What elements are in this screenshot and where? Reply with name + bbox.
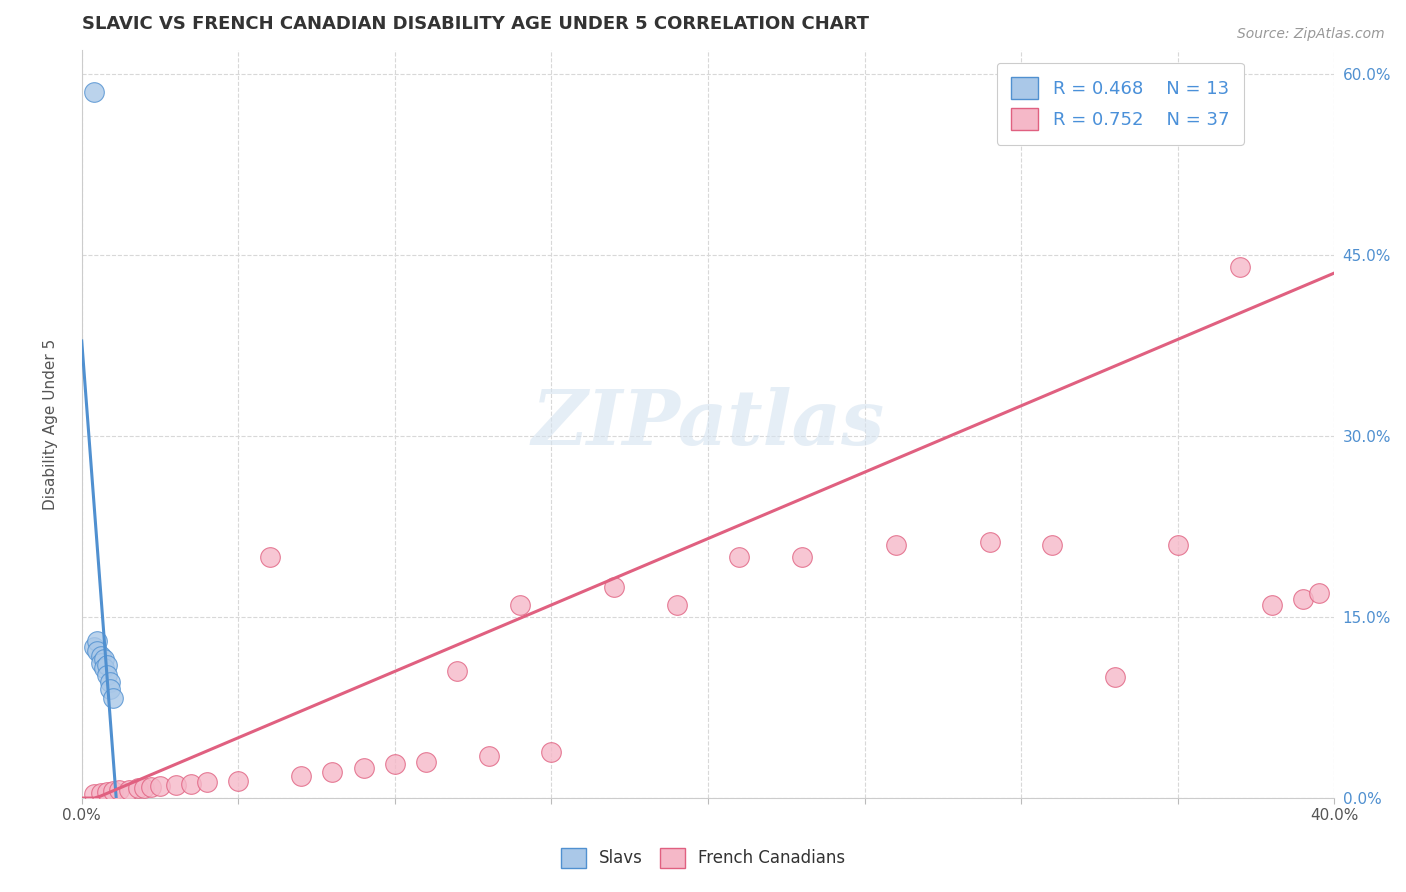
Legend: Slavs, French Canadians: Slavs, French Canadians	[554, 841, 852, 875]
Point	[1260, 598, 1282, 612]
Point	[384, 757, 406, 772]
Point	[446, 665, 468, 679]
Point	[86, 644, 108, 658]
Point	[96, 668, 118, 682]
Text: Source: ZipAtlas.com: Source: ZipAtlas.com	[1237, 27, 1385, 41]
Point	[134, 781, 156, 796]
Point	[979, 535, 1001, 549]
Point	[603, 580, 626, 594]
Point	[884, 538, 907, 552]
Point	[89, 656, 111, 670]
Point	[509, 598, 531, 612]
Point	[665, 598, 688, 612]
Point	[1167, 538, 1189, 552]
Point	[290, 769, 312, 783]
Point	[478, 748, 501, 763]
Point	[149, 779, 172, 793]
Point	[321, 764, 343, 779]
Point	[101, 690, 124, 705]
Point	[89, 648, 111, 663]
Point	[1229, 260, 1251, 274]
Point	[93, 661, 115, 675]
Point	[1292, 591, 1315, 606]
Point	[93, 652, 115, 666]
Point	[118, 782, 141, 797]
Point	[139, 780, 162, 795]
Point	[1308, 586, 1330, 600]
Point	[101, 784, 124, 798]
Point	[127, 781, 149, 796]
Point	[226, 774, 249, 789]
Point	[353, 761, 375, 775]
Point	[98, 682, 121, 697]
Text: SLAVIC VS FRENCH CANADIAN DISABILITY AGE UNDER 5 CORRELATION CHART: SLAVIC VS FRENCH CANADIAN DISABILITY AGE…	[82, 15, 869, 33]
Point	[96, 658, 118, 673]
Point	[98, 675, 121, 690]
Point	[195, 775, 218, 789]
Point	[790, 549, 813, 564]
Point	[165, 778, 187, 792]
Point	[1040, 538, 1063, 552]
Point	[83, 640, 105, 655]
Point	[89, 786, 111, 800]
Point	[86, 634, 108, 648]
Point	[415, 755, 437, 769]
Text: ZIPatlas: ZIPatlas	[531, 387, 884, 461]
Point	[728, 549, 751, 564]
Point	[108, 782, 131, 797]
Point	[540, 745, 562, 759]
Point	[83, 788, 105, 802]
Point	[96, 785, 118, 799]
Point	[259, 549, 281, 564]
Legend: R = 0.468    N = 13, R = 0.752    N = 37: R = 0.468 N = 13, R = 0.752 N = 37	[997, 62, 1244, 145]
Point	[83, 85, 105, 99]
Point	[1104, 670, 1126, 684]
Y-axis label: Disability Age Under 5: Disability Age Under 5	[44, 338, 58, 509]
Point	[180, 776, 202, 790]
